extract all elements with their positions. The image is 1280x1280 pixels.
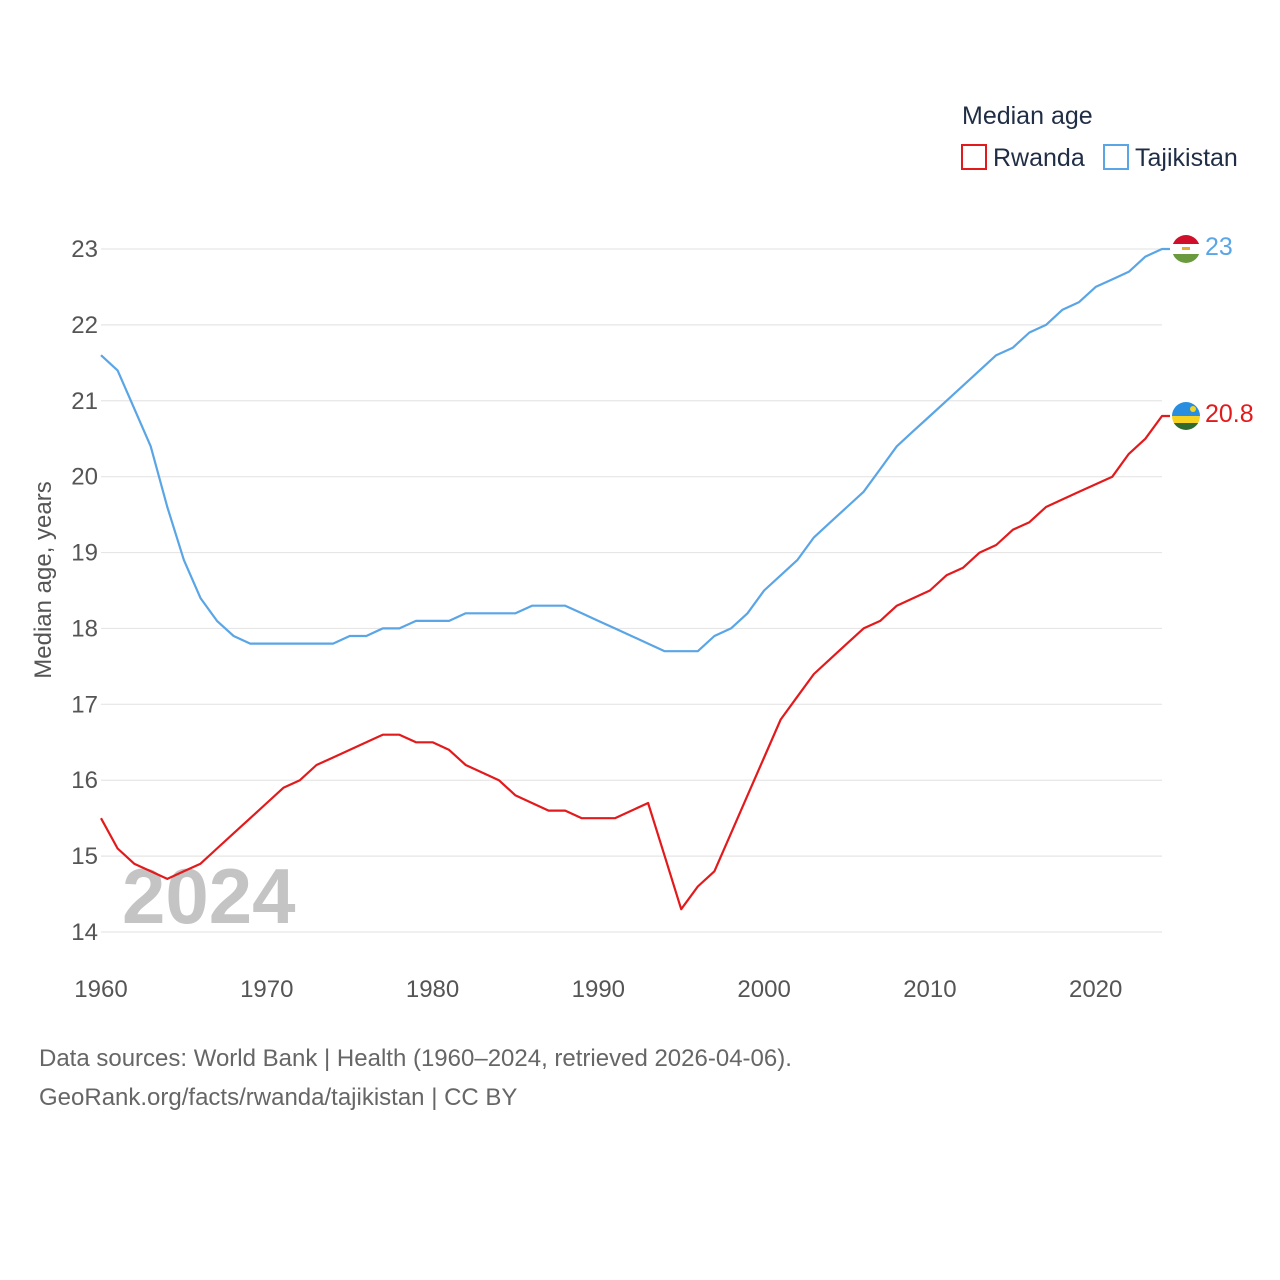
- legend-swatch-rwanda: [961, 144, 987, 170]
- y-tick-label: 18: [71, 615, 98, 642]
- year-watermark: 2024: [122, 852, 296, 940]
- x-tick-label: 1960: [74, 976, 127, 1003]
- tajikistan-flag-icon: [1172, 235, 1200, 263]
- x-tick-label: 1980: [406, 976, 459, 1003]
- y-tick-label: 23: [71, 236, 98, 263]
- y-tick-label: 16: [71, 767, 98, 794]
- end-label-tajikistan: 23: [1205, 233, 1233, 261]
- series-lines: [100, 247, 1170, 911]
- x-tick-label: 2000: [737, 976, 790, 1003]
- y-axis-ticks: 14 15 16 17 18 19 20 21 22 23: [71, 236, 98, 946]
- series-line-tajikistan[interactable]: [100, 247, 1170, 653]
- footer-sources: Data sources: World Bank | Health (1960–…: [39, 1045, 792, 1072]
- gridlines: [101, 248, 1162, 933]
- legend-label-rwanda: Rwanda: [993, 144, 1085, 172]
- legend-swatch-tajikistan: [1103, 144, 1129, 170]
- y-tick-label: 20: [71, 464, 98, 491]
- x-tick-label: 1970: [240, 976, 293, 1003]
- line-chart: Median age Rwanda Tajikistan 14151617181…: [30, 102, 1254, 1003]
- rwanda-flag-icon: [1172, 402, 1200, 430]
- legend-label-tajikistan: Tajikistan: [1135, 144, 1238, 172]
- x-tick-label: 2020: [1069, 976, 1122, 1003]
- footer-link[interactable]: GeoRank.org/facts/rwanda/tajikistan | CC…: [39, 1084, 518, 1111]
- series-line-rwanda[interactable]: [100, 414, 1170, 911]
- x-tick-label: 1990: [572, 976, 625, 1003]
- end-label-rwanda: 20.8: [1205, 400, 1254, 428]
- y-axis-label: Median age, years: [30, 481, 57, 678]
- legend-item-rwanda[interactable]: Rwanda: [961, 144, 1085, 172]
- y-tick-label: 22: [71, 312, 98, 339]
- y-tick-label: 15: [71, 843, 98, 870]
- x-axis-ticks: 1960 1970 1980 1990 2000 2010 2020: [74, 976, 1122, 1003]
- legend-item-tajikistan[interactable]: Tajikistan: [1103, 144, 1238, 172]
- y-tick-label: 14: [71, 919, 98, 946]
- x-tick-label: 2010: [903, 976, 956, 1003]
- y-tick-label: 17: [71, 691, 98, 718]
- y-tick-label: 19: [71, 540, 98, 567]
- legend-title: Median age: [962, 102, 1093, 130]
- y-tick-label: 21: [71, 388, 98, 415]
